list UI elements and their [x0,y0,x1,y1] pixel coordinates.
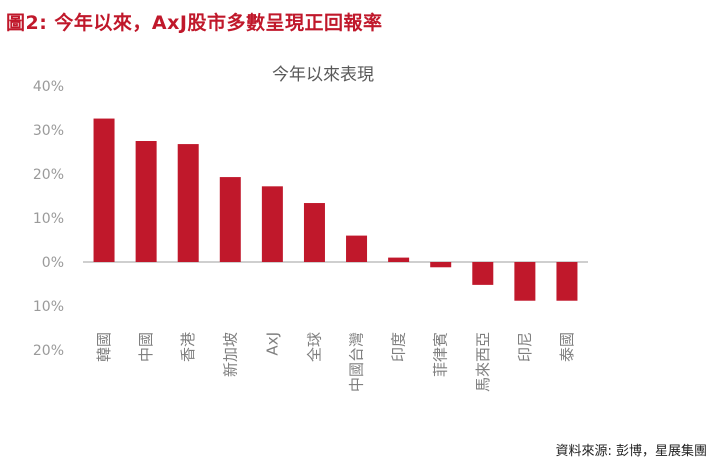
x-tick-label: 香港 [179,332,197,362]
x-tick-label: 中國 [137,332,155,362]
bar [261,186,283,262]
x-tick-label: AxJ [263,332,281,356]
y-axis-ticks: 40% 30% 20% 10% 0% 10% 20% [33,79,64,359]
source-note: 資料來源: 彭博，星展集團 [555,444,707,459]
bar [177,144,199,262]
bar [219,177,241,262]
bar [93,118,115,262]
y-tick-label: 40% [33,79,64,95]
bar [135,141,157,262]
y-tick-label: 0% [42,255,64,271]
bar [556,262,578,301]
x-tick-label: 菲律賓 [432,332,450,377]
x-axis-ticks: 韓國 中國 香港 新加坡 AxJ 全球 中國台灣 印度 菲律賓 馬來西亞 印尼 泰國 [95,332,576,392]
bar [303,203,325,262]
x-tick-label: 韓國 [95,332,113,362]
x-tick-label: 馬來西亞 [474,332,492,392]
x-tick-label: 印度 [390,332,408,362]
y-tick-label: 10% [33,299,64,315]
bar [430,262,452,268]
bars [93,118,578,301]
y-tick-label: 20% [33,343,64,359]
y-tick-label: 30% [33,123,64,139]
x-tick-label: 中國台灣 [348,332,366,392]
bar [514,262,536,301]
x-tick-label: 新加坡 [221,332,239,377]
x-tick-label: 印尼 [516,332,534,362]
x-tick-label: 全球 [305,332,323,362]
bar [472,262,494,285]
y-tick-label: 10% [33,211,64,227]
x-tick-label: 泰國 [558,332,576,362]
figure-title: 圖2: 今年以來，AxJ股市多數呈現正回報率 [6,12,383,34]
bar [346,235,368,262]
y-tick-label: 20% [33,167,64,183]
chart-title: 今年以來表現 [272,65,374,85]
bar [388,257,410,262]
